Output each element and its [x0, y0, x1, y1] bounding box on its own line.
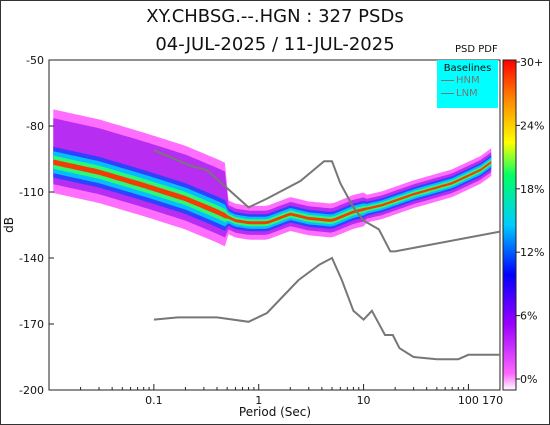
y-tick-label: -50	[26, 54, 44, 67]
y-axis-label: dB	[2, 217, 16, 233]
colorbar-ticks: 30+ 24% 18% 12% 6% 0%	[516, 56, 544, 386]
y-tick-label: -200	[19, 384, 44, 397]
colorbar-tick-label: 18%	[520, 183, 544, 196]
legend-item-lnm: LNM	[437, 87, 498, 100]
colorbar-tick-label: 0%	[520, 373, 537, 386]
legend-label: HNM	[456, 75, 480, 86]
y-axis-ticks: -50 -80 -110 -140 -170 -200	[19, 54, 54, 397]
colorbar	[502, 59, 517, 391]
baseline-lnm	[153, 256, 500, 361]
colorbar-tick-label: 6%	[520, 310, 537, 323]
heat-band	[53, 155, 492, 227]
y-tick-label: -170	[19, 318, 44, 331]
heat-layer	[53, 155, 492, 227]
x-tick-label: 170	[482, 394, 503, 407]
legend-label: LNM	[456, 88, 478, 99]
heat-band	[53, 151, 492, 229]
heat-layer	[53, 151, 492, 229]
y-tick-label: -80	[26, 120, 44, 133]
legend-line-swatch	[441, 92, 454, 94]
chart-subtitle: 04-JUL-2025 / 11-JUL-2025	[155, 34, 395, 55]
colorbar-tick-label: 24%	[520, 119, 544, 132]
x-tick-label: 0.1	[145, 394, 163, 407]
x-tick-label: 1	[255, 394, 262, 407]
chart-title: XY.CHBSG.--.HGN : 327 PSDs	[146, 6, 404, 27]
colorbar-tick-label: 30+	[520, 56, 543, 69]
x-axis-ticks: 0.1 1 10 100 170	[48, 384, 503, 407]
legend: Baselines HNM LNM	[437, 60, 498, 108]
y-tick-label: -140	[19, 252, 44, 265]
colorbar-title: PSD PDF	[455, 44, 498, 55]
legend-line-swatch	[441, 79, 454, 81]
colorbar-tick-label: 12%	[520, 246, 544, 259]
y-tick-label: -110	[19, 186, 44, 199]
baseline-curves	[153, 149, 500, 361]
density-heatmap	[53, 109, 492, 247]
baseline-hnm	[153, 149, 500, 253]
legend-item-hnm: HNM	[437, 74, 498, 87]
x-tick-label: 100	[458, 394, 479, 407]
x-axis-label: Period (Sec)	[239, 405, 311, 419]
x-tick-label: 10	[357, 394, 371, 407]
legend-title: Baselines	[443, 63, 492, 74]
